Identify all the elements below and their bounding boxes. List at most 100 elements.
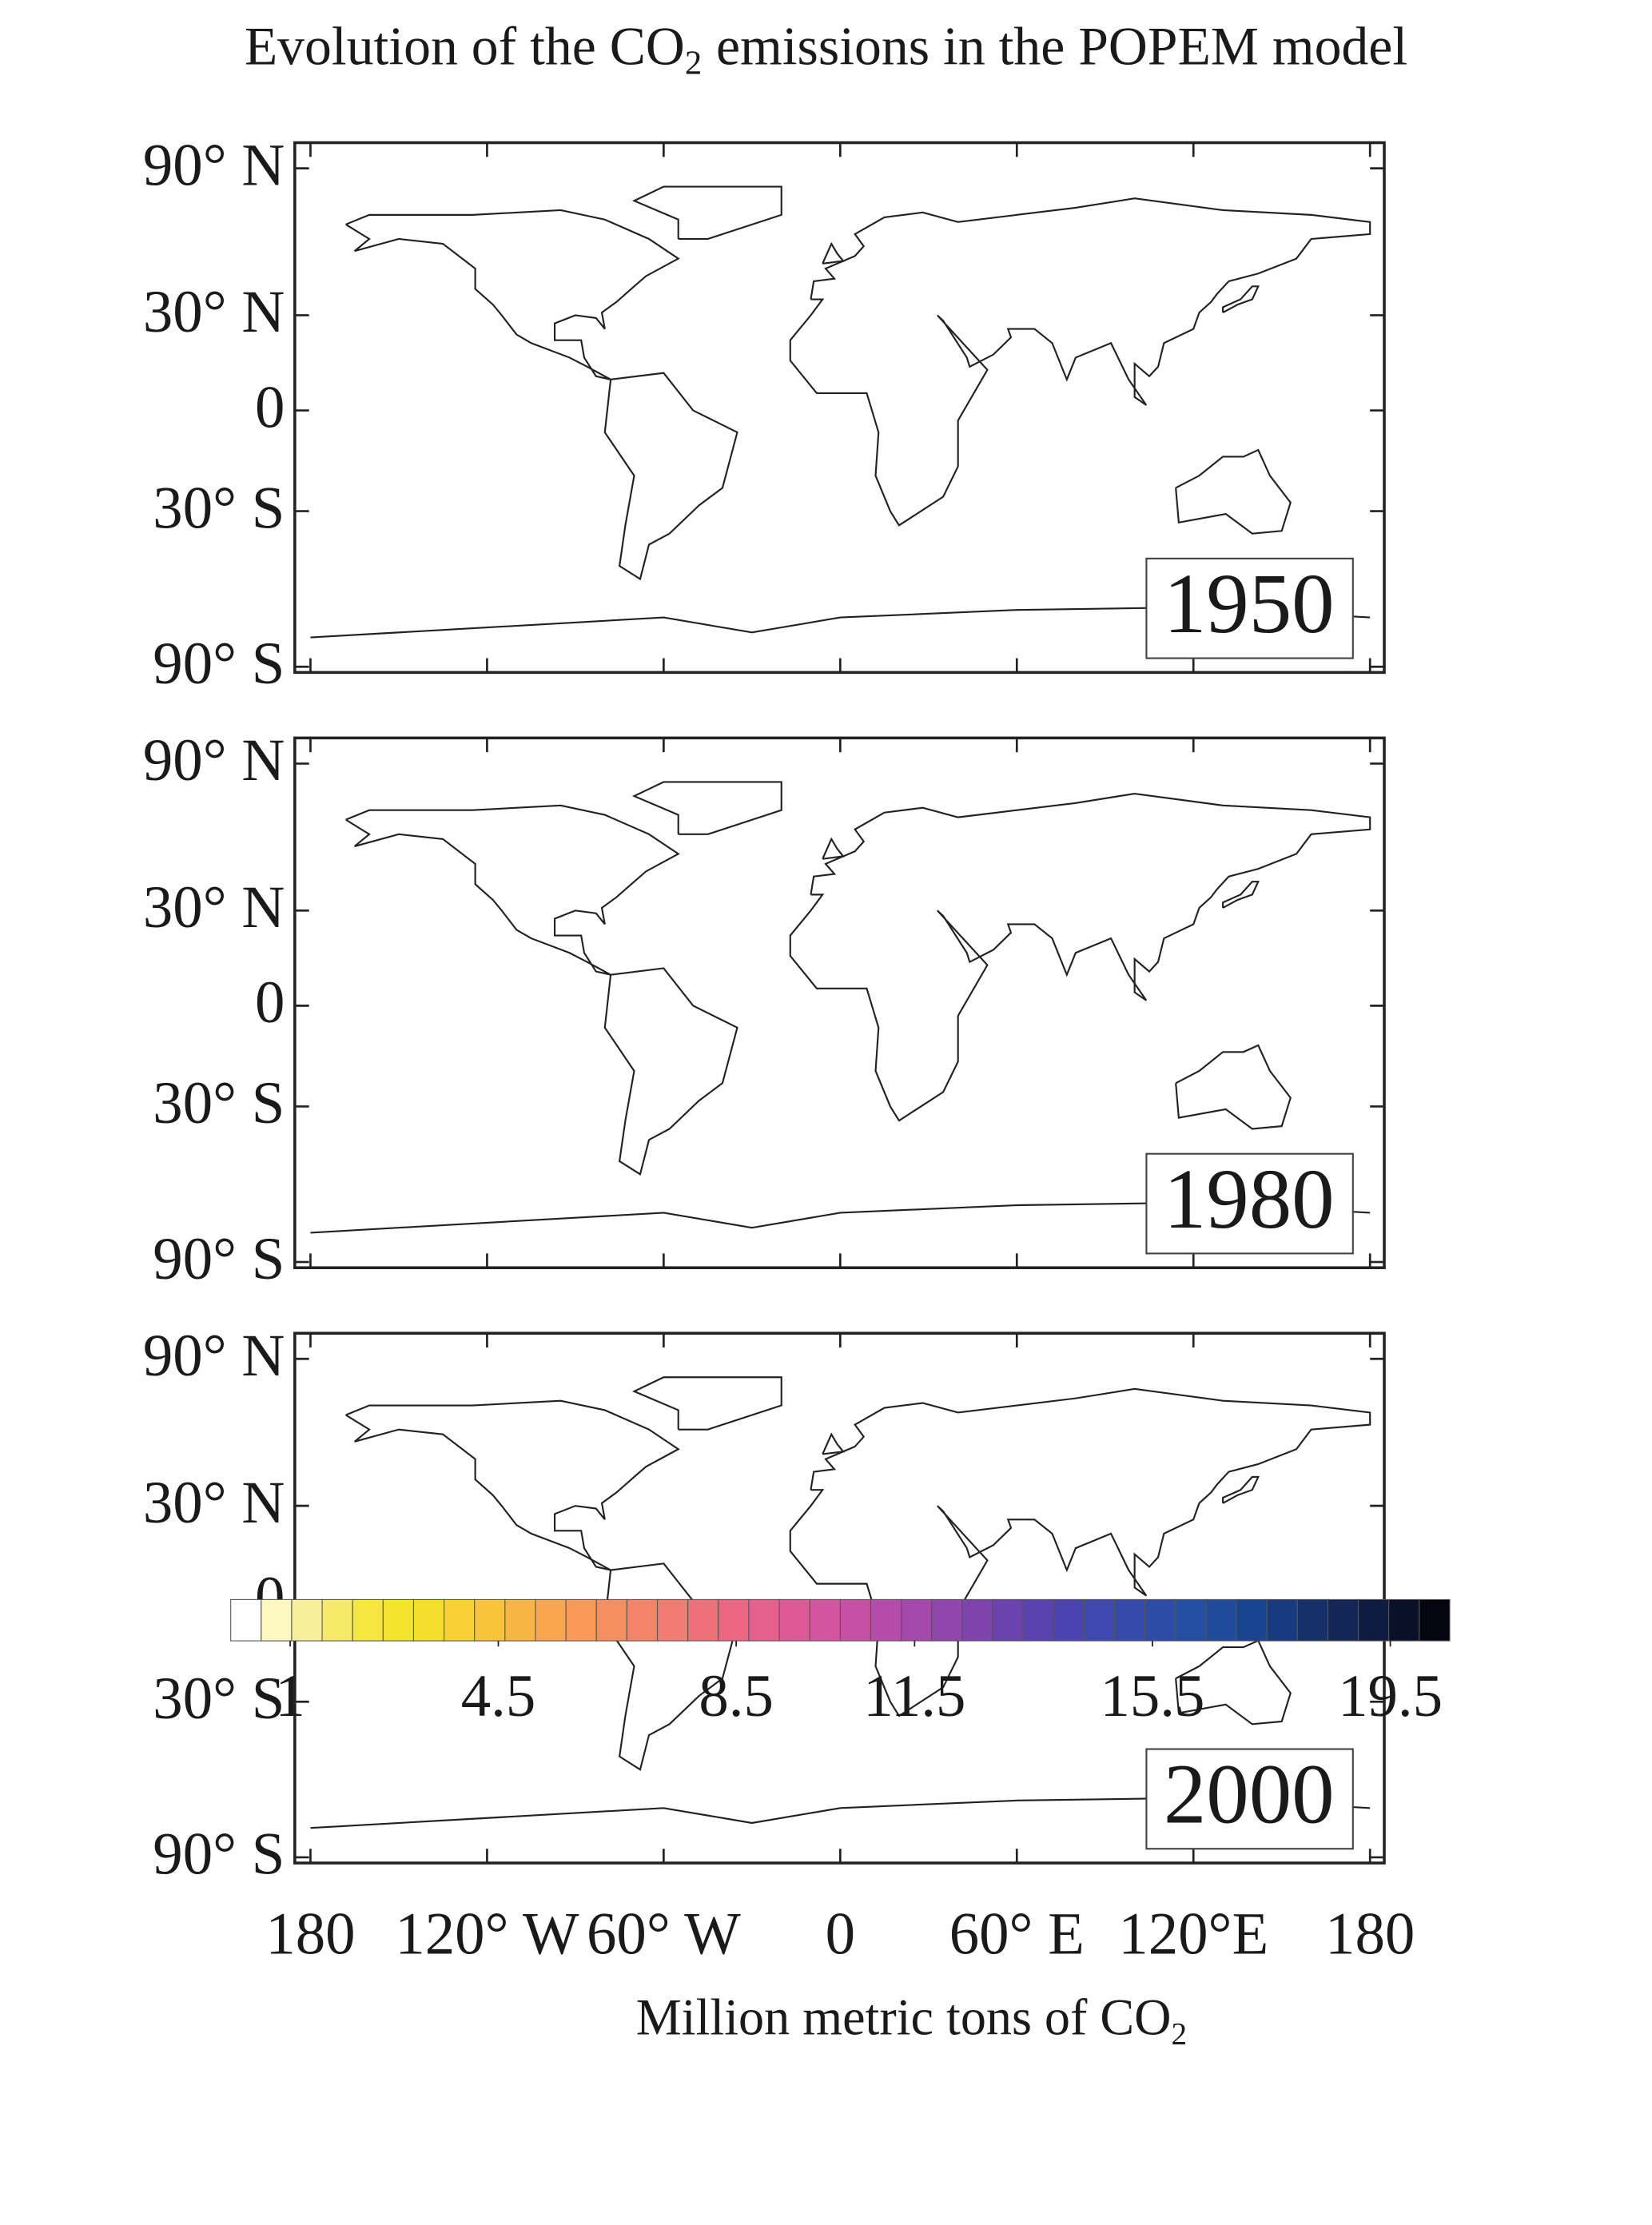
colorbar-cell	[1083, 1598, 1116, 1642]
year-box	[1145, 1152, 1354, 1255]
coastline	[1222, 285, 1260, 314]
title-text: Evolution of the CO	[245, 16, 685, 76]
y-tick-label: 30° N	[143, 874, 285, 941]
colorbar-cell	[961, 1598, 993, 1642]
colorbar-cell	[1144, 1598, 1176, 1642]
colorbar-cell	[718, 1598, 750, 1642]
colorbar-cell	[535, 1598, 567, 1642]
colorbar-cell	[321, 1598, 353, 1642]
coastline	[822, 241, 846, 265]
colorbar-cell	[230, 1598, 262, 1642]
colorbar-cell	[687, 1598, 719, 1642]
y-tick-label: 30° S	[153, 475, 285, 541]
coastline	[1175, 1639, 1292, 1725]
coastline	[603, 372, 738, 581]
colorbar-cell	[1388, 1598, 1420, 1642]
y-tick-label: 90° S	[153, 1821, 285, 1888]
colorbar-cell	[474, 1598, 506, 1642]
colorbar-cell	[1175, 1598, 1207, 1642]
colorbar-label-text: Million metric tons of CO	[636, 1988, 1172, 2045]
colorbar-cell	[1022, 1598, 1054, 1642]
x-tick-label: 180	[265, 1901, 355, 1967]
colorbar-tick-label: 15.5	[1100, 1663, 1204, 1729]
colorbar-cell	[412, 1598, 445, 1642]
colorbar-cell	[748, 1598, 780, 1642]
colorbar-cell	[901, 1598, 933, 1642]
map-panel: 90° N 30° N 0 30° S 90° S 1950	[143, 132, 1386, 697]
y-tick-label: 90° S	[153, 631, 285, 697]
coastline	[789, 1387, 1371, 1718]
y-tick-label: 30° N	[143, 279, 285, 345]
coastline	[631, 185, 782, 241]
colorbar-cell	[1236, 1598, 1268, 1642]
colorbar-label: Million metric tons of CO2	[636, 1988, 1187, 2051]
colorbar-cell	[626, 1598, 659, 1642]
y-tick-label: 30° S	[153, 1070, 285, 1136]
y-tick-label: 30° N	[143, 1470, 285, 1536]
y-tick-label: 0	[255, 374, 285, 440]
colorbar-cell	[1296, 1598, 1328, 1642]
colorbar-cell	[809, 1598, 841, 1642]
colorbar-cell	[778, 1598, 810, 1642]
colorbar-cell	[1327, 1598, 1359, 1642]
colorbar-tick-label: 4.5	[461, 1663, 536, 1729]
y-tick-label: 90° S	[153, 1226, 285, 1292]
coastline	[631, 1376, 782, 1431]
coastline	[789, 792, 1371, 1122]
title-subscript: 2	[685, 44, 702, 82]
colorbar-cell	[1205, 1598, 1237, 1642]
year-label: 2000	[1164, 1748, 1335, 1842]
x-tick-label: 120°E	[1118, 1901, 1268, 1967]
colorbar-cell	[352, 1598, 384, 1642]
colorbar-cell	[565, 1598, 597, 1642]
colorbar-cell	[504, 1598, 536, 1642]
colorbar-cell	[261, 1598, 293, 1642]
coastline	[1222, 881, 1260, 909]
coastline	[822, 837, 846, 860]
title: Evolution of the CO2 emissions in the POP…	[245, 16, 1407, 82]
coastline	[1175, 1044, 1292, 1130]
y-tick-label: 90° N	[143, 1323, 285, 1389]
colorbar-cell	[656, 1598, 689, 1642]
colorbar-label-subscript: 2	[1171, 2016, 1187, 2051]
x-tick-label: 120° W	[395, 1901, 579, 1967]
y-tick-label: 0	[255, 969, 285, 1036]
colorbar-cell	[382, 1598, 414, 1642]
coastline	[789, 197, 1371, 527]
colorbar-cell	[1419, 1598, 1451, 1642]
colorbar-cell	[839, 1598, 871, 1642]
coastline	[345, 209, 680, 380]
colorbar-cell	[1053, 1598, 1085, 1642]
x-tick-label: 0	[826, 1901, 855, 1967]
title-text-after: emissions in the POPEM model	[716, 16, 1407, 76]
colorbar-cell	[992, 1598, 1024, 1642]
colorbar-cell	[1358, 1598, 1390, 1642]
colorbar-cell	[1266, 1598, 1298, 1642]
year-box	[1145, 1748, 1354, 1850]
x-tick-label: 60° W	[587, 1901, 741, 1967]
x-tick-label: 60° E	[949, 1901, 1085, 1967]
year-label: 1980	[1164, 1152, 1335, 1247]
colorbar-tick-label: 11.5	[863, 1663, 965, 1729]
year-box	[1145, 557, 1354, 659]
coastline	[345, 1399, 680, 1571]
colorbar-tick-label: 1	[275, 1663, 305, 1729]
coastline	[1222, 1475, 1260, 1504]
colorbar-tick-label: 8.5	[699, 1663, 774, 1729]
x-tick-label: 180	[1325, 1901, 1415, 1967]
coastline	[603, 967, 738, 1176]
coastline	[631, 781, 782, 835]
colorbar-cell	[1113, 1598, 1146, 1642]
y-tick-label: 90° N	[143, 727, 285, 794]
colorbar-tick-label: 19.5	[1338, 1663, 1443, 1729]
colorbar-cell	[931, 1598, 963, 1642]
colorbar-cell	[444, 1598, 476, 1642]
y-tick-label: 30° S	[153, 1666, 285, 1732]
coastline	[1175, 448, 1292, 535]
year-label: 1950	[1164, 557, 1335, 651]
coastline	[822, 1432, 846, 1455]
colorbar-cell	[595, 1598, 627, 1642]
